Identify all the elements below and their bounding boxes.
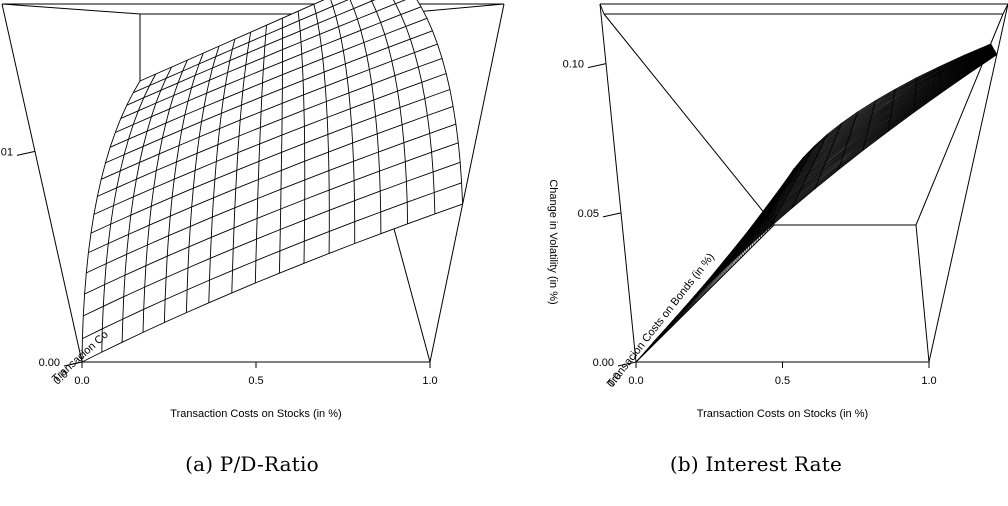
z-tick [63, 361, 83, 367]
surface-mesh-line [644, 53, 997, 354]
surface-mesh-line [670, 51, 996, 328]
y-axis-label: Transacion Costs on Bonds (in %) [605, 251, 717, 390]
surface-mesh-line [133, 0, 349, 94]
x-tick-label: 0.0 [628, 375, 643, 387]
surface-mesh-line [732, 46, 993, 267]
surface-mesh-line [86, 123, 457, 274]
box-edge [603, 13, 775, 226]
surface-mesh-line [750, 45, 992, 248]
surface-mesh-line [764, 44, 992, 235]
surface-mesh-line [115, 6, 422, 133]
box-edge [928, 3, 1008, 363]
surface-mesh-line [771, 43, 991, 228]
x-tick-label: 0.5 [248, 375, 263, 387]
surface-mesh-line [88, 105, 454, 254]
z-tick [16, 150, 36, 156]
surface-mesh-line [743, 45, 993, 255]
surface-mesh-line [663, 52, 996, 335]
surface-mesh-line [647, 53, 997, 351]
surface-mesh-line [736, 46, 993, 262]
z-tick-label: 0.00 [39, 357, 60, 369]
surface-mesh-line [661, 52, 996, 338]
surface-mesh-line [762, 44, 992, 237]
surface-fill [82, 0, 463, 362]
z-tick [617, 361, 637, 367]
surface-mesh-line [748, 45, 992, 251]
surface-mesh-line [90, 89, 451, 234]
surface-mesh-line [93, 73, 447, 215]
surface-mesh-line [693, 49, 995, 306]
surface-mesh-line [638, 54, 997, 360]
chart-b-caption: (b) Interest Rate [669, 452, 843, 476]
surface-mesh-line [759, 44, 992, 239]
x-axis-label: Transaction Costs on Stocks (in %) [170, 408, 341, 420]
x-tick-label: 1.0 [422, 375, 437, 387]
surface-mesh-line [82, 182, 462, 340]
chart-a-group: 0.0 0.5 1.0 Transaction Costs on Stocks (in… [0, 0, 505, 420]
box-edge [429, 3, 505, 363]
surface-mesh-line [640, 54, 997, 358]
chart-a-caption: (a) P/D-Ratio [185, 452, 319, 476]
surface-mesh-line [642, 53, 997, 356]
chart-panel-a: 0.0 0.5 1.0 Transaction Costs on Stocks (in… [0, 0, 505, 476]
surface-mesh-line [81, 203, 463, 363]
surface-mesh-line [746, 45, 993, 253]
z-axis-label: Change in Volatility (in %) [547, 179, 559, 304]
x-tick-label: 1.0 [921, 375, 936, 387]
box-edge [599, 3, 637, 363]
surface-mesh-line [725, 47, 993, 274]
z-tick-label: 0.05 [578, 208, 599, 220]
surface-mesh-line [695, 49, 995, 303]
surface-mesh-line [658, 52, 996, 340]
surface-mesh-line [739, 46, 993, 260]
surface-mesh-line [755, 45, 992, 244]
surface-mesh-line [766, 44, 992, 232]
surface-mesh-line [139, 0, 325, 82]
chart-panel-b: 0.0 0.5 1.0 Transaction Costs on Stocks (in… [504, 0, 1008, 506]
chart-a-plot: 0.0 0.5 1.0 Transaction Costs on Stocks (in… [0, 0, 505, 420]
surface-mesh-line [101, 43, 438, 180]
surface-mesh-line [773, 43, 991, 226]
z-tick [587, 63, 607, 69]
surface-mesh-line [667, 51, 996, 331]
chart-b-group: 0.0 0.5 1.0 Transaction Costs on Stocks (in… [547, 3, 1008, 420]
z-tick-label: 0.01 [0, 146, 13, 158]
surface-mesh-line [665, 52, 996, 333]
surface-mesh-line [635, 54, 997, 363]
x-tick-label: 0.0 [74, 375, 89, 387]
surface-mesh-line [723, 47, 994, 276]
surface-mesh-line [674, 51, 996, 324]
surface-mesh-line [656, 52, 997, 342]
surface-mesh-line [672, 51, 996, 326]
surface-mesh-line [757, 44, 992, 242]
z-tick-label: 0.10 [563, 59, 584, 71]
surface-mesh-line [651, 53, 997, 347]
surface-mesh-line [730, 47, 993, 269]
surface-mesh-line [126, 0, 376, 106]
surface-mesh-line [649, 53, 997, 349]
chart-b-plot: 0.0 0.5 1.0 Transaction Costs on Stocks (in… [547, 3, 1008, 420]
surface-mesh-line [769, 44, 992, 230]
surface-mesh-line [109, 17, 428, 148]
z-tick [602, 212, 622, 218]
surface-mesh-line [97, 57, 443, 197]
surface-mesh-line [734, 46, 993, 264]
z-tick-label: 0.00 [593, 357, 614, 369]
surface-mesh-line [753, 45, 992, 246]
surface-mesh-line [120, 0, 407, 119]
surface-mesh-line [654, 53, 997, 344]
surface-mesh-line [83, 161, 461, 317]
x-tick-label: 0.5 [775, 375, 790, 387]
surface-mesh-line [741, 46, 993, 258]
box-edge [915, 224, 930, 363]
surface-mesh-line [105, 30, 433, 164]
box-edge [1, 3, 83, 363]
box-edge [1, 3, 141, 15]
surface-mesh-line [84, 142, 459, 295]
box-edge [392, 224, 431, 363]
x-axis-label: Transaction Costs on Stocks (in %) [697, 408, 868, 420]
surface-mesh-line [727, 47, 993, 271]
